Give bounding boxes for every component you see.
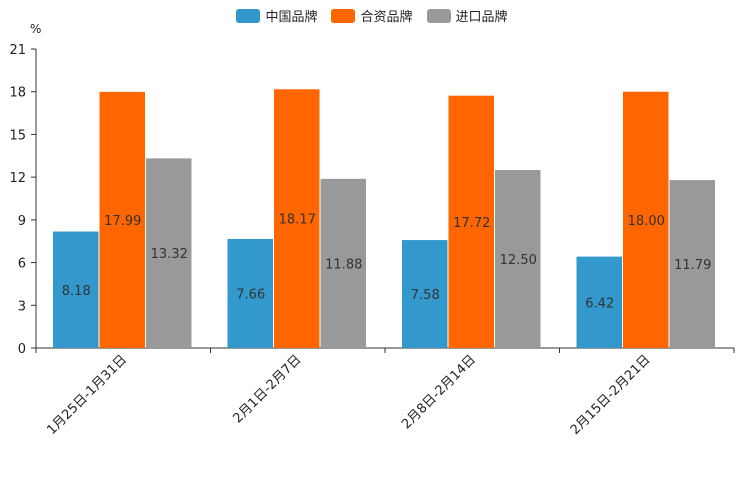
legend-item-import[interactable]: 进口品牌 (426, 6, 508, 25)
bar-china (402, 240, 448, 348)
x-tick-label: 1月25日-1月31日 (44, 352, 130, 438)
legend-item-china[interactable]: 中国品牌 (236, 6, 317, 25)
bar-import (495, 170, 541, 348)
legend: 中国品牌 合资品牌 进口品牌 (0, 6, 744, 25)
y-tick-label: 12 (9, 171, 26, 186)
x-tick-label: 2月8日-2月14日 (399, 352, 479, 432)
y-tick-label: 3 (18, 299, 26, 314)
bar-import (146, 158, 192, 348)
x-tick-label: 2月1日-2月7日 (230, 352, 304, 426)
bar-jv (99, 91, 145, 349)
y-tick-label: 0 (18, 342, 26, 357)
x-tick-label: 2月15日-2月21日 (568, 352, 654, 438)
data-label: 13.32 (151, 247, 188, 262)
data-label: 11.79 (674, 258, 711, 273)
legend-label-import: 进口品牌 (455, 10, 508, 25)
bar-china (227, 238, 273, 348)
bar-import (320, 178, 366, 348)
bar-jv (448, 95, 494, 348)
y-tick-label: 21 (9, 43, 26, 58)
data-label: 8.18 (62, 284, 91, 299)
legend-item-jv[interactable]: 合资品牌 (331, 6, 413, 25)
y-tick-label: 6 (18, 257, 26, 272)
legend-swatch-import (426, 8, 451, 23)
data-label: 18.00 (628, 214, 665, 229)
y-tick-label: 18 (9, 86, 26, 101)
data-label: 17.99 (104, 214, 141, 229)
data-label: 17.72 (453, 216, 490, 231)
y-tick-label: 15 (9, 128, 26, 143)
data-label: 12.50 (500, 253, 537, 268)
data-label: 7.66 (236, 287, 265, 302)
bar-import (669, 180, 715, 348)
bar-jv (274, 89, 320, 348)
bar-jv (623, 91, 669, 348)
y-tick-label: 9 (18, 214, 26, 229)
bar-china (53, 231, 99, 348)
legend-swatch-jv (331, 8, 356, 23)
legend-swatch-china (236, 8, 261, 23)
bar-china (576, 256, 622, 348)
legend-label-china: 中国品牌 (265, 10, 318, 25)
data-label: 11.88 (325, 257, 362, 272)
data-label: 7.58 (411, 288, 440, 303)
data-label: 18.17 (279, 213, 316, 228)
data-label: 6.42 (585, 296, 614, 311)
legend-label-jv: 合资品牌 (360, 10, 413, 25)
y-axis-unit: % (30, 22, 42, 36)
